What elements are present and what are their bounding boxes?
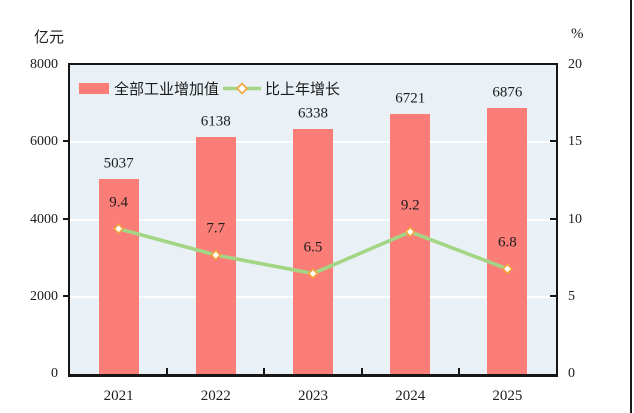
growth-line <box>113 223 513 280</box>
x-axis-tick-label: 2021 <box>103 388 134 404</box>
right-axis-tick <box>550 217 557 220</box>
line-value-label: 9.2 <box>400 197 420 214</box>
diamond-marker-icon <box>307 268 319 280</box>
bar <box>293 129 333 374</box>
bar <box>487 108 528 374</box>
right-axis-tick-label: 15 <box>568 134 582 150</box>
bar-value-label: 6721 <box>395 90 426 107</box>
bar-series-legend-label: 全部工业增加值 <box>114 82 220 98</box>
diamond-marker-icon <box>501 263 513 275</box>
line-series-legend-marker-icon <box>223 82 262 95</box>
x-axis-tick <box>360 368 363 375</box>
bar <box>98 179 139 374</box>
x-axis-tick <box>166 368 169 375</box>
x-axis-tick <box>263 368 266 375</box>
right-axis-tick-label: 10 <box>568 211 582 227</box>
plot-area: 全部工业增加值 比上年增长 5037 6138 6338 6721 6876 9.4 7.7… <box>68 63 558 377</box>
x-axis-tick-label: 2025 <box>492 388 523 404</box>
left-axis-tick <box>63 140 70 143</box>
left-axis-tick-label: 4000 <box>30 211 58 227</box>
chart-legend: 全部工业增加值 比上年增长 <box>79 78 340 99</box>
right-axis-tick-label: 5 <box>568 288 575 304</box>
left-axis-tick <box>63 294 70 297</box>
diamond-marker-icon <box>210 249 222 261</box>
left-axis-tick-label: 8000 <box>30 57 58 72</box>
x-axis-tick-label: 2023 <box>298 388 328 404</box>
line-value-label: 6.5 <box>303 239 323 256</box>
line-series-legend-label: 比上年增长 <box>265 82 341 98</box>
x-axis-tick <box>457 368 460 375</box>
right-axis-tick <box>550 294 557 297</box>
bar-series-legend-swatch <box>79 83 109 94</box>
left-axis-tick-label: 6000 <box>30 134 58 150</box>
left-axis-tick-label: 2000 <box>30 288 58 304</box>
bar-value-label: 6338 <box>298 105 328 122</box>
right-axis-tick <box>550 140 557 143</box>
left-axis-unit-label: 亿元 <box>34 30 65 46</box>
right-axis-tick-label: 0 <box>568 366 575 381</box>
x-axis-tick-label: 2024 <box>395 388 426 404</box>
diamond-marker-icon <box>404 226 416 238</box>
x-axis-tick-label: 2022 <box>200 388 231 404</box>
left-axis-tick <box>63 217 70 220</box>
diamond-marker-icon <box>113 223 125 235</box>
left-axis-tick-label: 0 <box>51 366 58 381</box>
line-value-label: 7.7 <box>206 220 226 237</box>
page-edge-line <box>630 0 632 413</box>
bar-value-label: 6876 <box>492 84 523 101</box>
right-axis-tick-label: 20 <box>568 57 582 72</box>
bar <box>390 114 431 374</box>
right-axis-unit-label: % <box>571 26 584 42</box>
line-value-label: 6.8 <box>498 234 517 251</box>
bar-value-label: 5037 <box>103 155 134 172</box>
bar-value-label: 6138 <box>200 113 231 130</box>
line-value-label: 9.4 <box>109 194 128 211</box>
